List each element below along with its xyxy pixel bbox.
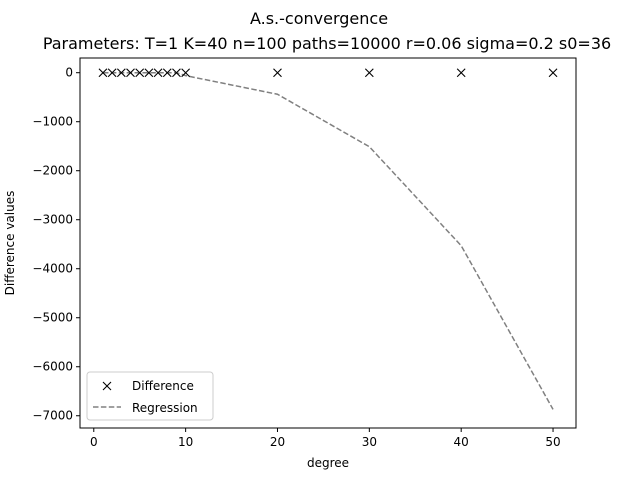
- x-tick-label: 40: [454, 435, 469, 449]
- x-tick-label: 30: [362, 435, 377, 449]
- plot-frame: [79, 57, 577, 429]
- difference-marker: [548, 68, 558, 78]
- marker-stroke: [116, 68, 126, 78]
- marker-stroke: [126, 68, 135, 78]
- difference-marker: [162, 68, 172, 78]
- marker-stroke: [144, 68, 154, 78]
- x-tick-label: 10: [178, 435, 193, 449]
- marker-stroke: [135, 68, 145, 78]
- y-tick-label: 0: [65, 66, 73, 80]
- marker-stroke: [102, 381, 112, 391]
- difference-marker: [456, 68, 466, 78]
- marker-stroke: [98, 68, 108, 78]
- marker-stroke: [107, 68, 117, 78]
- x-tick-label: 50: [545, 435, 560, 449]
- difference-marker: [153, 68, 163, 78]
- marker-stroke: [456, 68, 466, 78]
- y-tick-label: −4000: [32, 262, 73, 276]
- marker-stroke: [172, 68, 181, 78]
- y-tick-label: −3000: [32, 213, 73, 227]
- marker-stroke: [364, 68, 374, 78]
- x-tick-label: 20: [270, 435, 285, 449]
- difference-marker: [116, 68, 126, 78]
- y-tick-label: −1000: [32, 115, 73, 129]
- legend-label-difference: Difference: [132, 379, 194, 393]
- difference-marker: [107, 68, 117, 78]
- marker-stroke: [162, 68, 172, 78]
- legend-label-regression: Regression: [132, 401, 198, 415]
- x-tick-label: 0: [90, 435, 98, 449]
- legend: Difference Regression: [86, 371, 214, 421]
- difference-marker: [135, 68, 145, 78]
- y-tick-label: −5000: [32, 311, 73, 325]
- difference-marker: [273, 68, 282, 78]
- marker-stroke: [153, 68, 163, 78]
- chart-subtitle: Parameters: T=1 K=40 n=100 paths=10000 r…: [43, 34, 611, 53]
- y-tick-label: −7000: [32, 409, 73, 423]
- marker-stroke: [181, 68, 191, 78]
- marker-stroke: [273, 68, 282, 78]
- legend-box: [86, 371, 214, 421]
- plot-area: 0 10 20 30 40 50 0 −1000 −2000 −3000 −4000 −5000 −60…: [32, 66, 560, 449]
- difference-marker: [144, 68, 154, 78]
- difference-marker: [126, 68, 135, 78]
- difference-marker: [181, 68, 191, 78]
- y-tick-label: −6000: [32, 360, 73, 374]
- difference-marker: [172, 68, 181, 78]
- marker-stroke: [548, 68, 558, 78]
- legend-marker-difference: [102, 381, 112, 391]
- chart-title: A.s.-convergence: [250, 9, 388, 28]
- y-axis-label: Difference values: [3, 191, 17, 296]
- difference-marker: [98, 68, 108, 78]
- difference-marker: [364, 68, 374, 78]
- regression-line: [102, 71, 554, 410]
- x-axis-label: degree: [307, 456, 349, 470]
- y-tick-label: −2000: [32, 164, 73, 178]
